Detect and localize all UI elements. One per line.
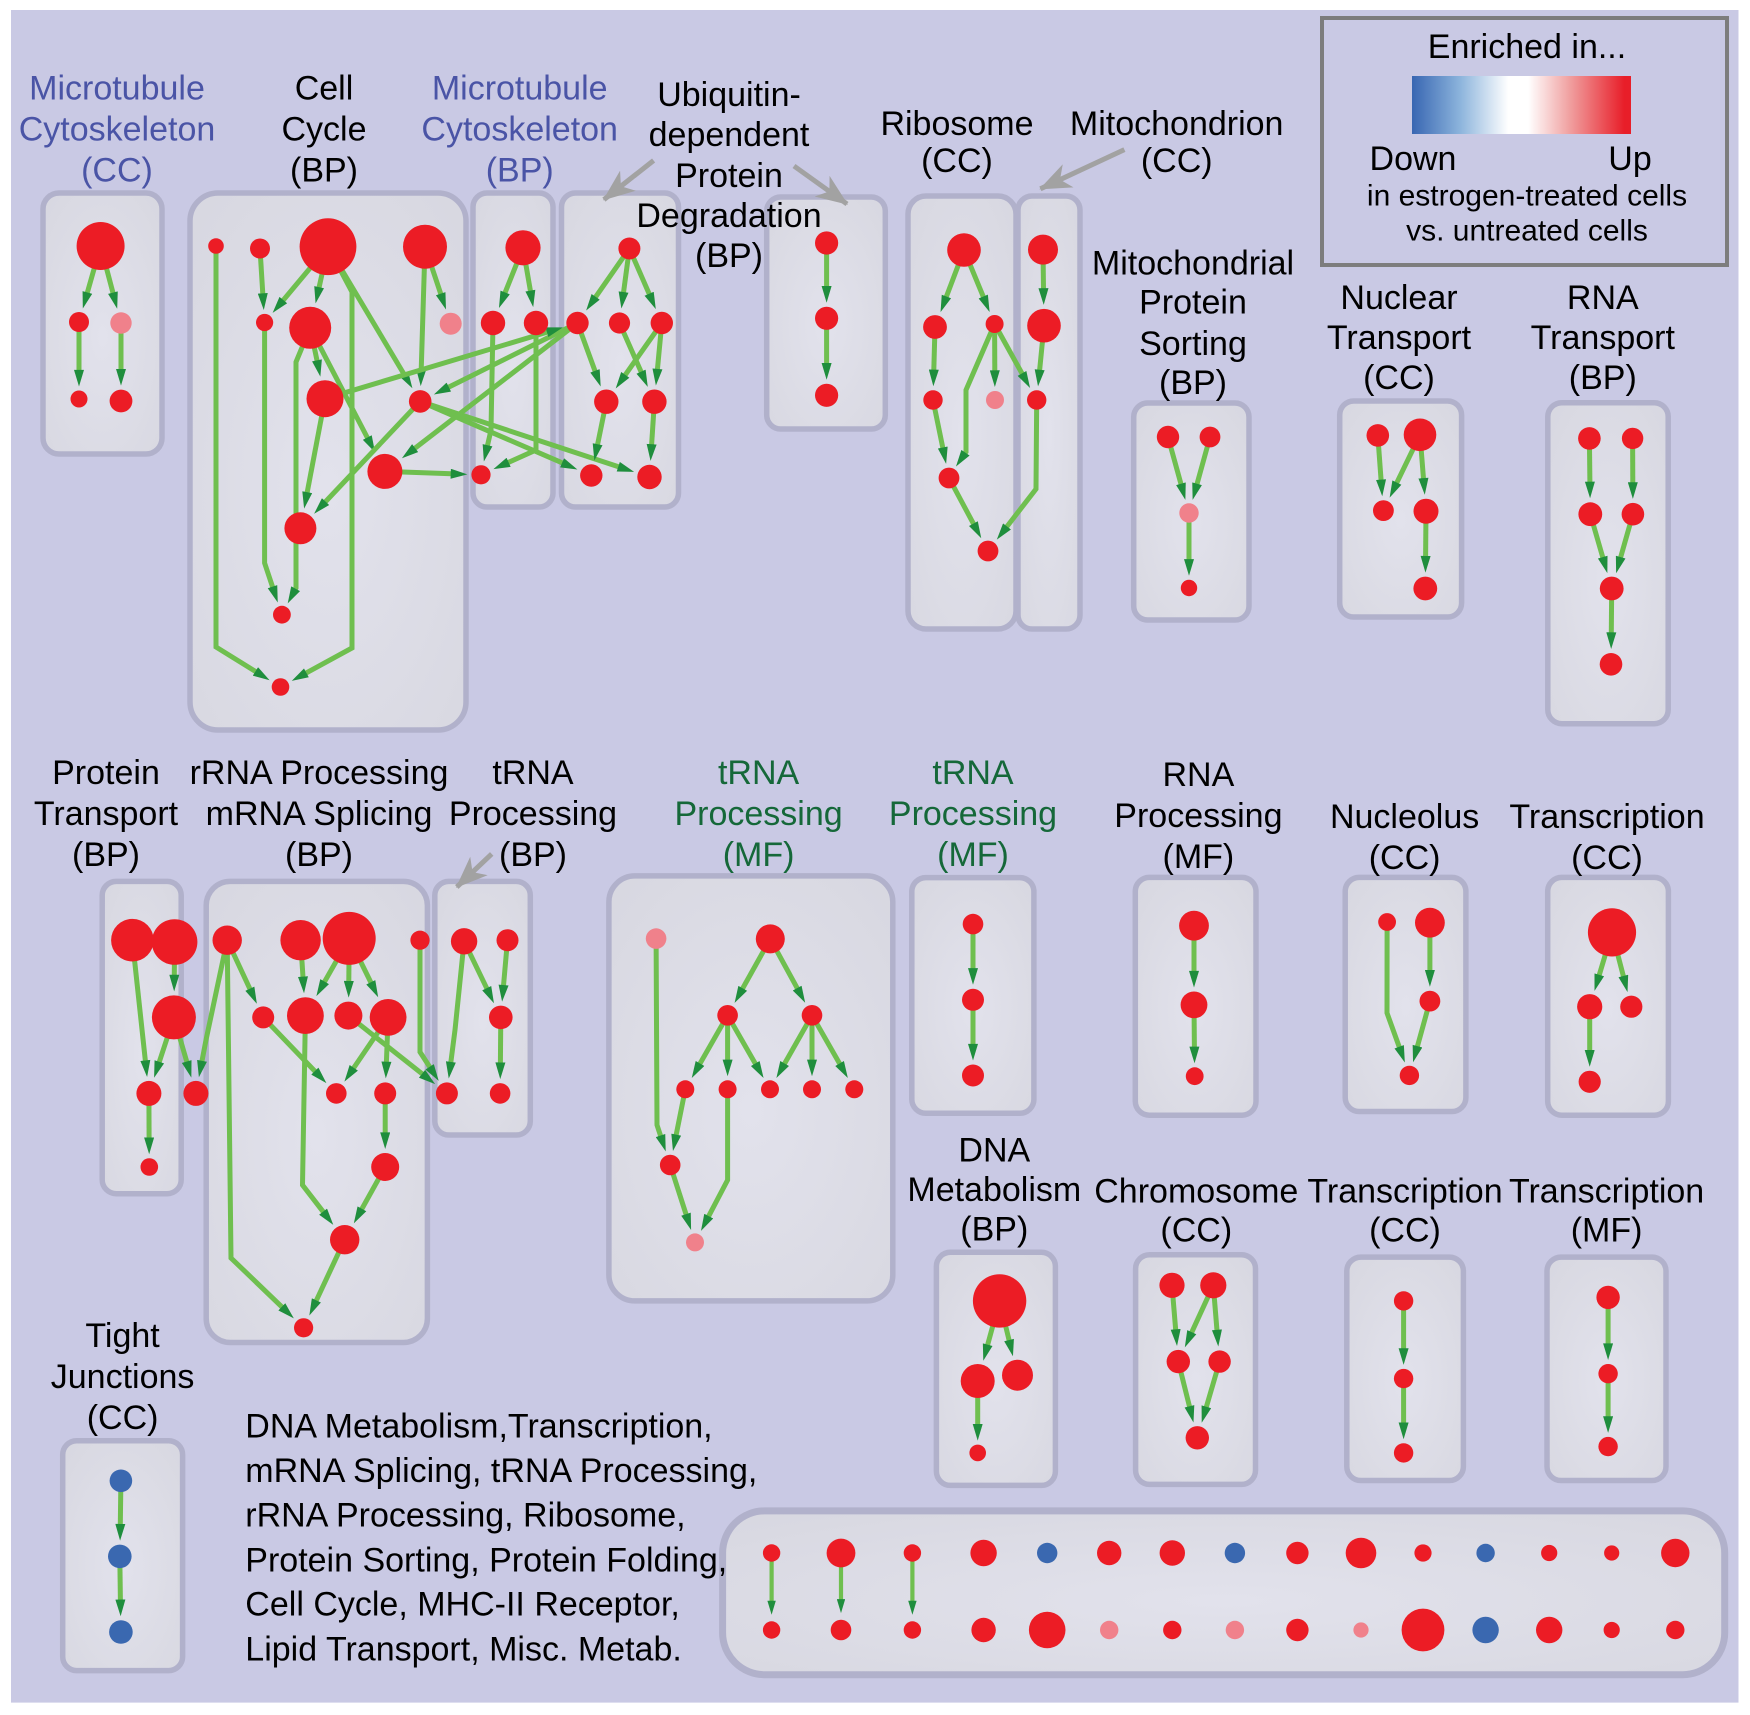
svg-text:(CC): (CC) — [921, 142, 993, 180]
svg-text:(BP): (BP) — [1159, 364, 1227, 402]
svg-text:(CC): (CC) — [1363, 359, 1435, 397]
svg-text:Protein: Protein — [1139, 284, 1247, 322]
svg-text:tRNA: tRNA — [492, 754, 574, 792]
svg-text:mRNA Splicing: mRNA Splicing — [206, 795, 433, 833]
svg-text:Cell: Cell — [295, 70, 354, 108]
svg-text:Mitochondrion: Mitochondrion — [1070, 105, 1284, 143]
svg-text:Transport: Transport — [34, 795, 179, 833]
svg-text:DNA Metabolism,Transcription,: DNA Metabolism,Transcription, — [245, 1408, 712, 1446]
svg-text:vs. untreated cells: vs. untreated cells — [1406, 214, 1648, 247]
svg-text:Protein: Protein — [675, 157, 783, 195]
svg-text:Junctions: Junctions — [51, 1358, 195, 1396]
svg-text:(BP): (BP) — [72, 836, 140, 874]
svg-text:(BP): (BP) — [695, 237, 763, 275]
svg-text:(CC): (CC) — [1369, 839, 1441, 877]
svg-text:(BP): (BP) — [499, 836, 567, 874]
svg-text:Down: Down — [1370, 140, 1457, 178]
svg-text:Processing: Processing — [674, 795, 842, 833]
svg-text:Microtubule: Microtubule — [432, 70, 608, 108]
svg-text:(MF): (MF) — [723, 836, 795, 874]
svg-text:Transcription: Transcription — [1509, 1173, 1704, 1211]
svg-text:(CC): (CC) — [1160, 1212, 1232, 1250]
svg-text:(BP): (BP) — [486, 152, 554, 190]
svg-text:Transport: Transport — [1531, 319, 1676, 357]
svg-text:(CC): (CC) — [81, 152, 153, 190]
svg-text:Tight: Tight — [85, 1317, 160, 1355]
svg-text:(BP): (BP) — [285, 836, 353, 874]
svg-text:(CC): (CC) — [87, 1399, 159, 1437]
svg-text:dependent: dependent — [649, 116, 810, 154]
svg-text:in estrogen-treated cells: in estrogen-treated cells — [1367, 180, 1687, 213]
svg-text:Mitochondrial: Mitochondrial — [1092, 245, 1294, 283]
svg-text:Degradation: Degradation — [636, 197, 821, 235]
svg-text:rRNA Processing: rRNA Processing — [190, 754, 449, 792]
svg-text:Processing: Processing — [889, 795, 1057, 833]
svg-text:Ubiquitin-: Ubiquitin- — [657, 76, 801, 114]
svg-text:Nuclear: Nuclear — [1340, 279, 1457, 317]
svg-text:RNA: RNA — [1163, 756, 1235, 794]
svg-text:Chromosome: Chromosome — [1094, 1173, 1298, 1211]
svg-text:(BP): (BP) — [960, 1211, 1028, 1249]
svg-text:mRNA Splicing, tRNA Processing: mRNA Splicing, tRNA Processing, — [245, 1452, 757, 1490]
svg-text:(MF): (MF) — [1571, 1212, 1643, 1250]
svg-text:Ribosome: Ribosome — [880, 105, 1033, 143]
svg-text:(BP): (BP) — [290, 152, 358, 190]
svg-text:Enriched in...: Enriched in... — [1428, 28, 1626, 66]
svg-text:(BP): (BP) — [1569, 359, 1637, 397]
svg-text:Sorting: Sorting — [1139, 325, 1247, 363]
svg-text:tRNA: tRNA — [932, 754, 1014, 792]
svg-text:Nucleolus: Nucleolus — [1330, 798, 1479, 836]
svg-text:rRNA Processing, Ribosome,: rRNA Processing, Ribosome, — [245, 1497, 685, 1535]
svg-text:Processing: Processing — [1114, 797, 1282, 835]
svg-text:(CC): (CC) — [1141, 142, 1213, 180]
svg-text:tRNA: tRNA — [718, 754, 800, 792]
svg-text:(MF): (MF) — [937, 836, 1009, 874]
svg-text:Cycle: Cycle — [281, 111, 366, 149]
svg-text:(CC): (CC) — [1571, 839, 1643, 877]
svg-text:Protein: Protein — [52, 754, 160, 792]
svg-text:RNA: RNA — [1567, 279, 1639, 317]
svg-text:Up: Up — [1608, 140, 1651, 178]
svg-text:(CC): (CC) — [1369, 1212, 1441, 1250]
svg-text:Cell Cycle, MHC-II Receptor,: Cell Cycle, MHC-II Receptor, — [245, 1586, 680, 1624]
svg-text:Metabolism: Metabolism — [907, 1171, 1081, 1209]
svg-text:Processing: Processing — [449, 795, 617, 833]
svg-text:Protein Sorting, Protein Foldi: Protein Sorting, Protein Folding, — [245, 1541, 727, 1579]
svg-text:Microtubule: Microtubule — [29, 70, 205, 108]
svg-text:Transport: Transport — [1327, 319, 1472, 357]
svg-text:Cytoskeleton: Cytoskeleton — [421, 111, 618, 149]
svg-text:Cytoskeleton: Cytoskeleton — [19, 111, 216, 149]
svg-text:Lipid Transport, Misc. Metab.: Lipid Transport, Misc. Metab. — [245, 1630, 682, 1668]
svg-text:Transcription: Transcription — [1509, 798, 1704, 836]
svg-text:Transcription: Transcription — [1307, 1173, 1502, 1211]
svg-text:DNA: DNA — [958, 1132, 1030, 1170]
svg-text:(MF): (MF) — [1163, 838, 1235, 876]
